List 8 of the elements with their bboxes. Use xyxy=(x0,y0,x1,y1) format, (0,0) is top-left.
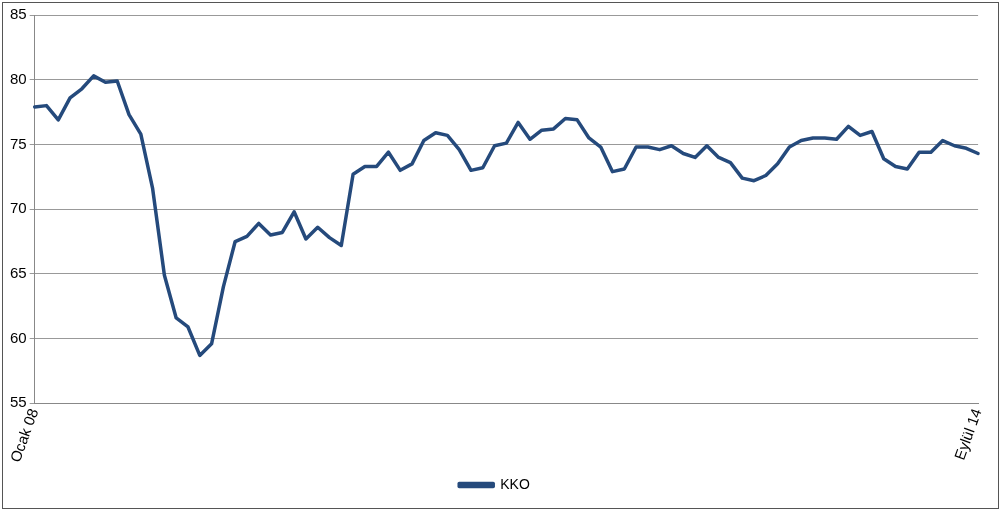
y-tick-label: 85 xyxy=(10,5,27,23)
x-tick-label: Eylül 14 xyxy=(950,406,985,463)
legend-label: KKO xyxy=(500,475,530,492)
y-tick-label: 60 xyxy=(10,328,27,346)
y-tick-label: 75 xyxy=(10,134,27,152)
y-tick-label: 80 xyxy=(10,69,27,87)
y-tick-label: 70 xyxy=(10,199,27,217)
y-tick-label: 65 xyxy=(10,264,27,282)
